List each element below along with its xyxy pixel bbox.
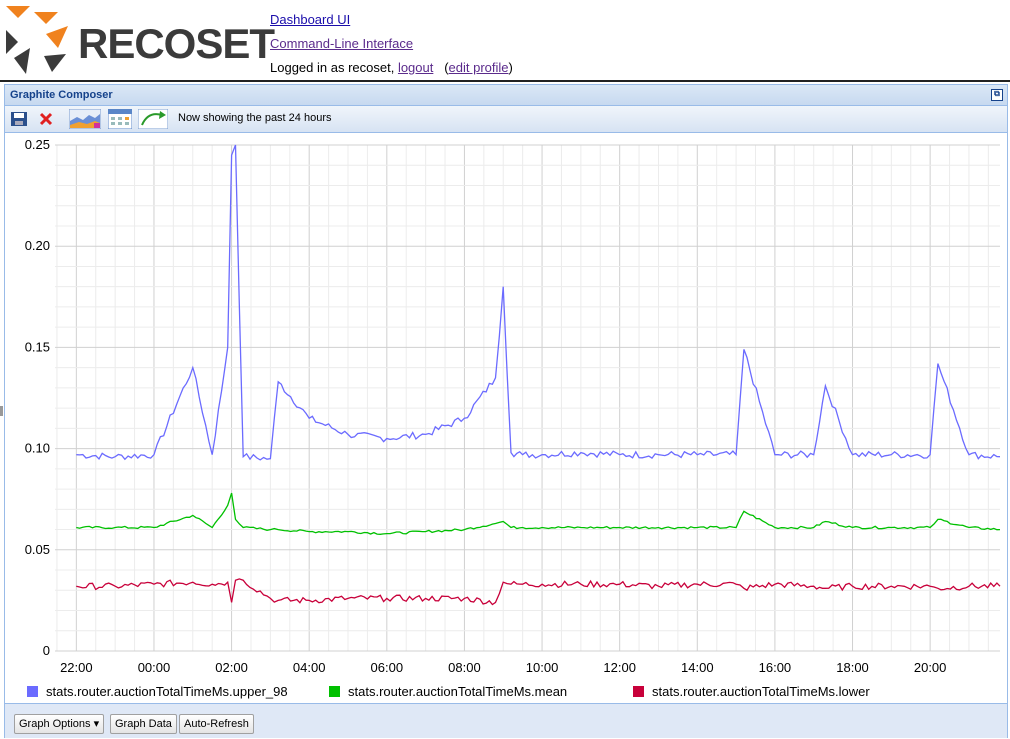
y-tick-label: 0.25 [25,137,50,152]
legend-label: stats.router.auctionTotalTimeMs.upper_98 [46,684,288,699]
y-tick-label: 0.05 [25,542,50,557]
y-tick-label: 0.20 [25,238,50,253]
series-line-upper-98 [76,144,1001,461]
y-tick-label: 0.15 [25,339,50,354]
recoset-logo-icon [6,6,68,74]
timerange-chart-icon[interactable] [69,109,101,129]
time-range-status: Now showing the past 24 hours [178,112,332,124]
panel-title-bar: Graphite Composer ⧉ [5,85,1007,106]
y-tick-label: 0.10 [25,441,50,456]
x-tick-label: 06:00 [371,660,404,675]
bottom-toolbar: Graph Options ▾ Graph Data Auto-Refresh [5,703,1007,738]
panel-title: Graphite Composer [10,89,113,101]
dropdown-arrow-icon: ▾ [93,718,100,730]
graphite-chart: 0 0.05 0.10 0.15 0.20 0.25 22:00 00:00 02:00 04:0… [25,137,1001,699]
auto-refresh-button[interactable]: Auto-Refresh [179,714,254,734]
logged-in-text: Logged in as recoset, [270,60,395,75]
legend-label: stats.router.auctionTotalTimeMs.lower [652,684,870,699]
calendar-icon[interactable] [108,109,132,129]
x-tick-label: 14:00 [681,660,714,675]
graph-options-label: Graph Options [19,718,91,730]
series-line-lower [76,578,1001,606]
x-tick-label: 02:00 [215,660,248,675]
graph-data-label: Graph Data [115,718,172,730]
graph-area: 0 0.05 0.10 0.15 0.20 0.25 22:00 00:00 02:00 04:0… [5,133,1007,703]
composer-toolbar: Now showing the past 24 hours [5,106,1007,133]
collapse-grip-icon[interactable] [0,406,3,416]
graph-options-button[interactable]: Graph Options ▾ [14,714,105,734]
x-tick-label: 22:00 [60,660,93,675]
delete-icon[interactable] [39,111,53,127]
series-line-mean [76,492,1001,535]
x-tick-label: 20:00 [914,660,947,675]
y-tick-label: 0 [43,643,50,658]
x-tick-label: 12:00 [603,660,636,675]
x-tick-label: 04:00 [293,660,326,675]
legend-label: stats.router.auctionTotalTimeMs.mean [348,684,567,699]
page-header: RECOSET Dashboard UI Command-Line Interf… [0,0,1010,80]
legend-swatch [633,686,644,697]
header-links: Dashboard UI Command-Line Interface Logg… [270,12,513,75]
header-divider [0,80,1010,82]
command-line-interface-link[interactable]: Command-Line Interface [270,36,414,51]
edit-profile-link[interactable]: edit profile [448,60,509,75]
dashboard-ui-link[interactable]: Dashboard UI [270,12,351,27]
x-tick-label: 00:00 [138,660,171,675]
x-tick-label: 08:00 [448,660,481,675]
refresh-graph-icon[interactable] [138,109,168,129]
x-tick-label: 18:00 [836,660,869,675]
logout-link[interactable]: logout [397,60,434,75]
legend-swatch [329,686,340,697]
logo-text: RECOSET [78,20,275,67]
x-tick-label: 10:00 [526,660,559,675]
graph-data-button[interactable]: Graph Data [110,714,177,734]
x-tick-label: 16:00 [759,660,792,675]
save-icon[interactable] [10,111,28,127]
graphite-composer-panel: Graphite Composer ⧉ Now showing the past… [4,84,1008,738]
auto-refresh-label: Auto-Refresh [184,718,249,730]
restore-window-icon[interactable]: ⧉ [991,89,1003,101]
legend-swatch [27,686,38,697]
